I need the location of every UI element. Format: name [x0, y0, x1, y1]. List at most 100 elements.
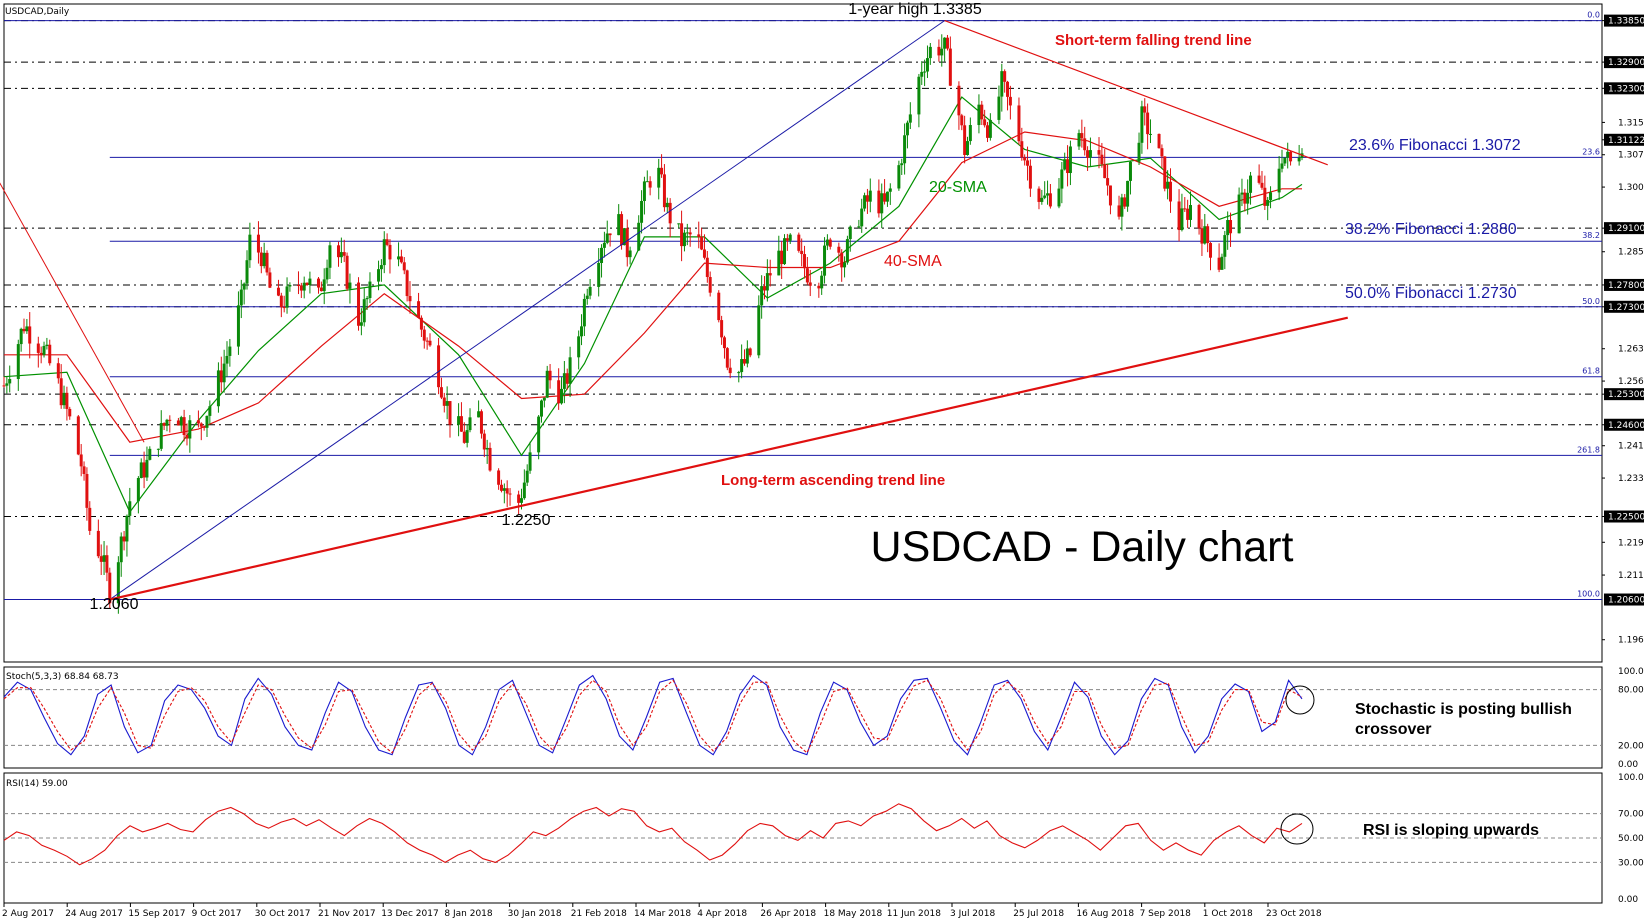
candle-body [236, 305, 240, 347]
candle-body [1280, 163, 1284, 169]
candle-body [1200, 228, 1204, 244]
candle-body [562, 373, 566, 389]
candle-body [282, 307, 286, 309]
date-tick-label: 4 Apr 2018 [697, 909, 747, 919]
candle-body [1206, 226, 1210, 244]
candle-body [1068, 146, 1072, 174]
candle-body [448, 401, 452, 425]
candle-body [817, 285, 821, 289]
candle-body [477, 411, 481, 418]
candle-body [865, 195, 869, 202]
candle-body [1023, 157, 1027, 161]
candle-body [757, 305, 761, 356]
candle-body [682, 232, 686, 247]
candle-body [737, 372, 741, 374]
candle-body [986, 125, 990, 138]
candle-body [245, 260, 249, 284]
candle-body [1163, 156, 1167, 189]
trendlines [0, 20, 1348, 601]
candle-body [505, 488, 509, 494]
candle-body [497, 470, 501, 485]
candle-body [119, 536, 123, 563]
candle-body [803, 254, 807, 269]
date-tick-label: 30 Oct 2017 [255, 909, 311, 919]
candle-body [36, 343, 40, 353]
candle-body [1137, 142, 1141, 162]
candle-body [905, 122, 909, 136]
candle-body [296, 285, 300, 287]
date-tick-label: 2 Aug 2017 [2, 909, 54, 919]
date-axis: 2 Aug 2017 24 Aug 2017 15 Sep 2017 9 Oct 20… [2, 903, 1322, 919]
date-tick-label: 25 Jul 2018 [1013, 909, 1064, 919]
candle-body [1277, 168, 1281, 193]
candle-body [1080, 133, 1084, 139]
price-level-box-label: 1.22500 [1608, 513, 1644, 523]
date-tick-label: 13 Dec 2017 [381, 909, 439, 919]
candle-body [419, 317, 423, 330]
candle-body [502, 488, 506, 491]
candle-body [728, 367, 732, 374]
date-tick-label: 8 Jan 2018 [444, 909, 492, 919]
stoch-note-line2: crossover [1355, 721, 1432, 738]
candle-body [1026, 160, 1030, 166]
candle-body [465, 430, 469, 443]
candle-body [345, 255, 349, 289]
candle-body [622, 228, 626, 246]
candle-body [600, 247, 604, 263]
candle-body [28, 326, 32, 344]
candle-body [588, 286, 592, 296]
candle-body [680, 223, 684, 247]
stoch-tick-label: 20.00 [1618, 741, 1644, 751]
date-tick-label: 24 Aug 2017 [65, 909, 123, 919]
candle-body [1066, 159, 1070, 174]
candle-body [5, 383, 9, 386]
fib-retracement-trendline [109, 20, 945, 600]
candle-body [1060, 169, 1064, 189]
date-tick-label: 30 Jan 2018 [508, 909, 562, 919]
price-level-box-label: 1.20600 [1608, 596, 1644, 606]
candle-body [828, 239, 832, 247]
candle-body [1103, 164, 1107, 179]
candle-body [1040, 197, 1044, 202]
candle-body [937, 46, 941, 56]
date-tick-label: 7 Sep 2018 [1140, 909, 1192, 919]
candle-body [219, 370, 223, 383]
candle-body [188, 420, 192, 439]
candle-body [519, 498, 523, 503]
candle-body [1106, 178, 1110, 186]
candle-body [1223, 235, 1227, 257]
candle-body [808, 282, 812, 286]
date-tick-label: 23 Oct 2018 [1266, 909, 1322, 919]
candle-body [417, 301, 421, 318]
rsi-tick-label: 30.00 [1618, 858, 1644, 868]
price-level-box-label: 1.27300 [1608, 303, 1644, 313]
candle-body [116, 562, 120, 604]
candle-body [265, 252, 269, 273]
candle-body [256, 234, 260, 253]
candle-body [688, 232, 692, 235]
candle-body [1108, 185, 1112, 206]
candle-body [525, 470, 529, 483]
candle-body [602, 242, 606, 248]
stoch-tick-label: 80.00 [1618, 686, 1644, 696]
price-level-box [1604, 56, 1644, 69]
candle-body [928, 46, 932, 59]
candle-body [365, 297, 369, 300]
candle-body [1117, 205, 1121, 217]
date-tick-label: 1 Oct 2018 [1203, 909, 1253, 919]
stoch-note-line1: Stochastic is posting bullish [1355, 701, 1572, 718]
candle-body [2, 385, 6, 387]
candle-body [1046, 193, 1050, 196]
candle-body [597, 262, 601, 287]
price-level-box [1604, 510, 1644, 523]
rsi-panel: 100.00 70.00 50.00 30.00 0.00 [3, 773, 1644, 905]
candle-body [8, 379, 12, 384]
annotation-low-12060: 1.2060 [90, 596, 139, 613]
candle-body [783, 238, 787, 265]
price-level-box-label: 1.27800 [1608, 281, 1644, 291]
fib-level-label: 0.0 [1587, 11, 1600, 20]
fib-level-label: 50.0 [1582, 297, 1600, 306]
early-falling-trendline [0, 182, 145, 443]
candle-body [1237, 194, 1241, 234]
candle-body [1020, 141, 1024, 158]
